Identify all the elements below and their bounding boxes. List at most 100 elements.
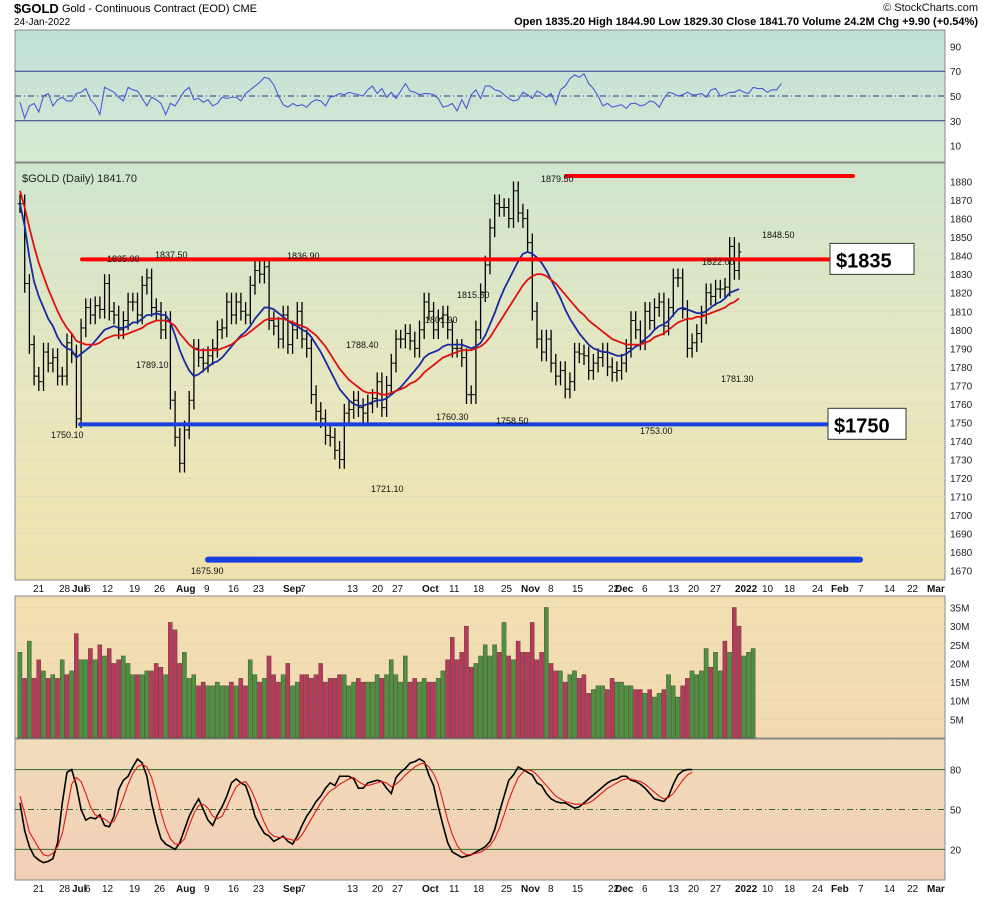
volume-bar [111,663,117,739]
stochastic-x-tick-label: 25 [501,884,513,895]
price-bar [421,292,427,340]
level-callout-label: $1835 [836,250,892,272]
price-x-tick-label: Mar [927,584,945,595]
price-bar [426,292,432,321]
price-bar [374,372,380,408]
price-tick-label: 1690 [950,530,973,541]
volume-bar [468,666,474,739]
price-x-tick-label: 13 [347,584,359,595]
price-bar [450,320,455,358]
volume-bar [633,689,638,739]
price-bar [497,194,502,217]
volume-bar [713,652,718,739]
price-bar [130,292,136,312]
stochastic-x-tick-label: 21 [33,884,45,895]
volume-bar [365,681,370,739]
stochastic-x-tick-label: 13 [668,884,680,895]
price-bar [656,292,662,317]
volume-bar [64,674,70,739]
volume-bar [116,659,121,739]
price-bar [55,348,60,386]
volume-bar [280,674,286,739]
volume-bar [374,674,380,739]
volume-bar [257,681,262,739]
price-annotation: 1760.30 [436,412,469,422]
stochastic-x-tick-label: 14 [884,884,896,895]
volume-bar [562,681,568,739]
volume-bar [553,670,558,739]
price-tick-label: 1780 [950,363,973,374]
volume-bar [36,659,41,739]
price-bar [539,329,544,362]
price-bar [464,348,469,404]
volume-bar [41,670,46,739]
price-x-tick-label: 22 [907,584,919,595]
price-bar [544,329,549,362]
volume-bar [290,685,295,739]
stochastic-x-tick-label: 7 [300,884,306,895]
volume-bar [680,685,685,739]
stochastic-x-tick-label: 10 [762,884,774,895]
price-x-tick-label: 6 [642,584,648,595]
price-bar [680,268,685,319]
volume-bar [271,674,276,739]
price-bar [50,348,56,373]
volume-bar [689,670,695,739]
price-bar [309,339,314,404]
stochastic-x-tick-label: 27 [392,884,404,895]
price-annotation: 1753.00 [640,426,673,436]
volume-bar [191,674,197,739]
price-tick-label: 1860 [950,215,973,226]
price-bar [492,194,497,238]
price-bar [210,339,215,366]
price-bar [727,237,732,297]
stochastic-x-tick-label: 26 [154,884,166,895]
price-annotation: 1788.40 [346,340,379,350]
volume-bar [576,678,582,739]
price-x-tick-label: 7 [858,584,864,595]
volume-bar [544,607,549,739]
volume-bar [694,674,699,739]
volume-bar [727,652,732,739]
moving-average-slow [19,190,740,396]
volume-tick-label: 35M [950,603,969,614]
volume-bar [656,693,662,739]
price-bar [440,305,446,328]
price-x-tick-label: 27 [392,584,404,595]
price-bar [186,390,192,440]
stochastic-x-tick-label: 16 [228,884,240,895]
volume-bar [59,659,65,739]
price-x-tick-label: 25 [501,584,513,595]
price-x-tick-label: 10 [762,584,774,595]
price-tick-label: 1700 [950,511,973,522]
price-x-tick-label: 7 [300,584,306,595]
price-bar [238,292,244,321]
volume-bar [313,674,319,739]
stochastic-d-line [19,762,693,857]
volume-bar [600,685,605,739]
price-bar [290,320,295,354]
volume-bar [219,685,225,739]
volume-bar [135,674,140,739]
price-x-tick-label: 20 [688,584,700,595]
price-bar [393,329,399,373]
volume-bar [233,685,239,739]
volume-bar [699,670,704,739]
rsi-line [19,72,782,121]
volume-bar [379,678,385,739]
price-annotation: 1822.00 [702,257,735,267]
volume-bar [196,685,201,739]
stochastic-x-tick-label: 6 [642,884,648,895]
volume-bar [647,689,652,739]
price-bar [280,305,286,349]
price-bar [125,292,131,330]
price-bar [487,218,493,275]
price-bar [675,268,681,288]
price-x-tick-label: 26 [154,584,166,595]
chart-date: 24-Jan-2022 [14,17,71,28]
volume-bar [327,678,333,739]
volume-bar [403,655,408,739]
stochastic-x-tick-label: 24 [812,884,824,895]
price-bar [412,331,418,358]
